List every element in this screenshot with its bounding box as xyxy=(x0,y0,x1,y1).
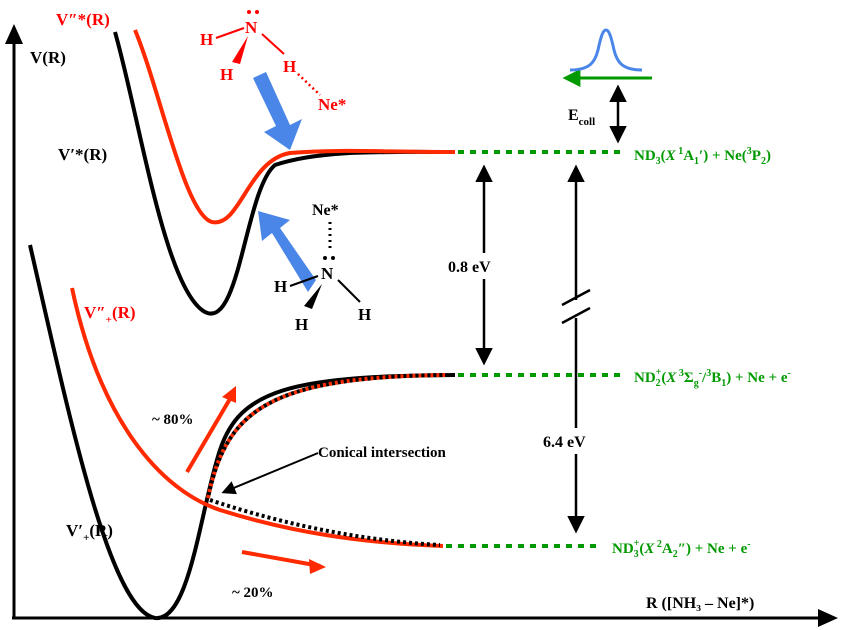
blue-arrow-down xyxy=(253,72,302,150)
curve-label-upper-red: V″*(R) xyxy=(56,10,110,29)
axis-break-mark-upper xyxy=(561,288,591,307)
gap-label-bg-0.8ev xyxy=(444,253,526,279)
molecule-mid-h-right: H xyxy=(358,305,371,324)
molecule-top-lone-pair-1 xyxy=(247,10,251,14)
molecule-top-h-right: H xyxy=(283,57,296,76)
molecule-top-ne: Ne* xyxy=(318,95,346,114)
conical-intersection-label: Conical intersection xyxy=(318,445,447,461)
molecule-mid-ne: Ne* xyxy=(312,202,339,219)
molecule-top-wedge-bond xyxy=(232,36,248,64)
molecule-top-vdw-bond xyxy=(297,73,321,96)
curve-ion-black xyxy=(28,244,456,621)
molecule-mid-bond-right xyxy=(337,279,361,303)
gap-label-bg-6.4ev xyxy=(540,428,612,454)
molecule-top-h-lower: H xyxy=(220,65,233,84)
molecule-mid-n: N xyxy=(321,264,334,283)
blue-arrow-up xyxy=(258,211,316,292)
curve-ion-red xyxy=(70,287,444,548)
molecule-top-h-left: H xyxy=(200,30,213,49)
curve-upper-red xyxy=(133,29,456,225)
branch-arrow-up-head xyxy=(222,386,236,403)
molecule-mid-h-left: H xyxy=(274,277,287,296)
molecule-mid-lone-pair-2 xyxy=(331,256,335,260)
molecule-top: N H H H Ne* xyxy=(200,10,346,114)
curve-upper-black xyxy=(113,31,456,316)
branch-arrow-up xyxy=(185,390,236,474)
x-axis-arrowhead xyxy=(818,609,838,627)
branch-label-up: ~ 80% xyxy=(152,412,194,428)
molecule-mid-bond-left xyxy=(289,275,319,287)
x-axis-label: R ([NH₃ – Ne]*) xyxy=(646,595,754,612)
ecoll-label: Ecoll xyxy=(568,107,595,128)
wavepacket-shape xyxy=(569,28,643,72)
axis-break-mark-lower xyxy=(561,306,591,325)
molecule-top-bond-right xyxy=(261,33,285,55)
branch-dotted-up xyxy=(206,373,446,499)
gap-label-0.8ev: 0.8 eV xyxy=(448,259,491,276)
branch-arrow-down xyxy=(241,550,321,568)
axes xyxy=(5,24,838,627)
molecule-mid-wedge-bond xyxy=(304,284,322,309)
branch-arrow-down-head xyxy=(309,559,326,574)
y-axis-arrowhead xyxy=(5,24,23,44)
molecule-mid-lone-pair-1 xyxy=(323,256,327,260)
curve-label-ion-red: V″+(R) xyxy=(84,303,136,326)
molecule-top-n: N xyxy=(245,18,258,37)
curve-label-ion-black: V′+(R) xyxy=(66,521,113,544)
molecule-top-bond-left xyxy=(215,27,245,39)
gap-label-6.4ev: 6.4 eV xyxy=(543,434,586,451)
conical-intersection-pointer xyxy=(221,452,319,495)
branch-dotted-up-black xyxy=(206,373,446,499)
asymptote-label-neutral: ND3(X 1A1′) + Ne(3P2) xyxy=(634,146,771,167)
branch-dotted-down xyxy=(209,498,441,547)
molecule-mid-h-lower: H xyxy=(295,315,308,334)
curve-label-upper-black: V′*(R) xyxy=(58,145,107,164)
asymptote-label-nd3: ND3+(X 2A2″) + Ne + e- xyxy=(612,538,751,560)
branch-label-down: ~ 20% xyxy=(232,585,274,601)
y-axis-label: V(R) xyxy=(30,48,66,67)
molecule-top-lone-pair-2 xyxy=(255,10,259,14)
asymptote-label-nd2: ND2+(X 3Σg-/3B1) + Ne + e- xyxy=(634,367,791,389)
molecule-mid: Ne* N H H H xyxy=(274,202,371,334)
